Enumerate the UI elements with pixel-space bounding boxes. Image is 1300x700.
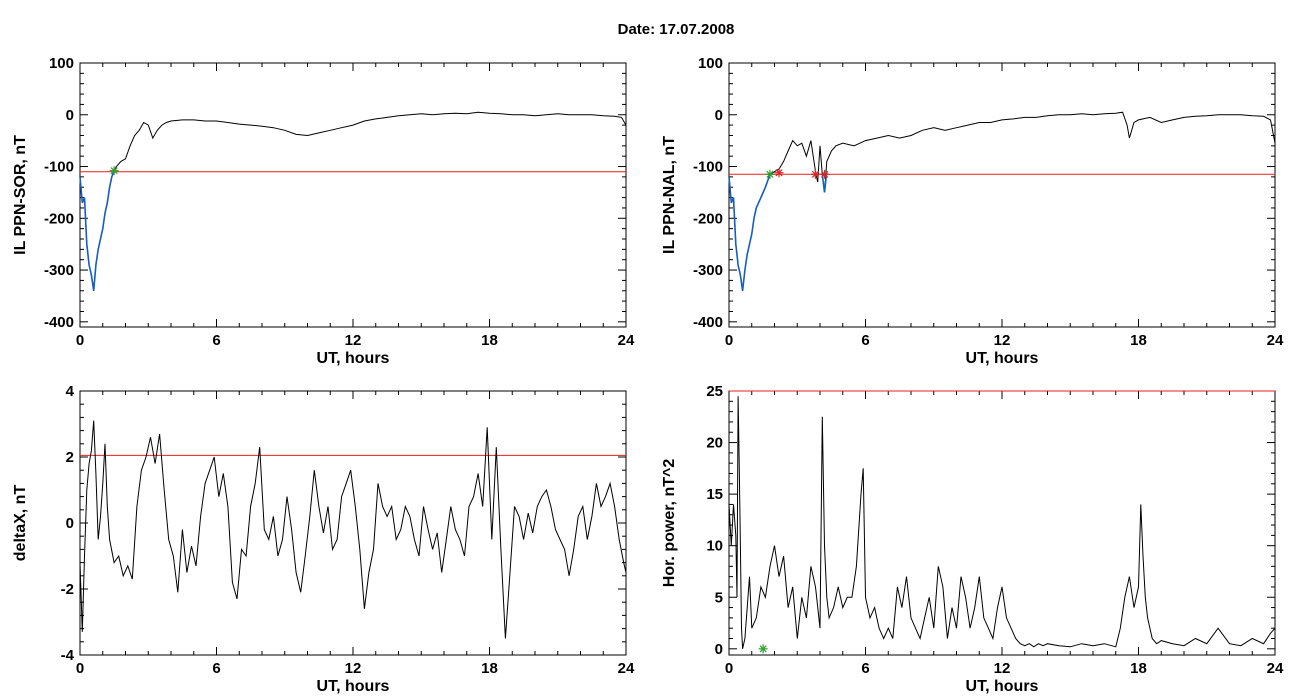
x-tick-label: 24 [1267,332,1284,349]
event-marker-stroke [766,170,774,178]
x-tick-label: 18 [1130,332,1147,349]
y-axis-label: deltaX, nT [12,485,29,562]
event-marker [820,169,830,179]
date-title: Date: 17.07.2008 [618,21,735,38]
plot-frame [79,390,627,656]
y-tick-label: -100 [693,159,723,176]
chart-panel-bottom-right: 0 6 12 18 24 25 20 15 10 5 0 UT, hours Hor. power, n… [661,383,1284,695]
event-marker-stroke [759,645,767,653]
y-tick-label: 25 [706,383,723,400]
y-tick-label: 100 [698,55,723,72]
chart-panel-top-left: 0 6 12 18 24 100 0 -100 -200 -300 -400 UT, hours IL … [12,55,635,367]
y-tick-label: 0 [66,107,74,124]
y-tick-label: -400 [44,314,74,331]
y-tick-label: 5 [715,589,723,606]
x-tick-label: 0 [76,332,84,349]
y-tick-label: 2 [66,449,74,466]
x-tick-label: 12 [345,660,362,677]
x-tick-label: 18 [481,660,498,677]
event-marker-stroke [110,167,118,175]
x-tick-label: 18 [1130,660,1147,677]
event-marker [765,169,775,179]
y-tick-label: -100 [44,159,74,176]
x-tick-label: 12 [994,332,1011,349]
y-tick-label: 0 [715,641,723,658]
y-tick-label: -300 [44,262,74,279]
y-tick-label: 10 [706,538,723,555]
y-axis-label: IL PPN-NAL, nT [661,136,678,254]
event-marker [758,644,768,654]
y-tick-label: -300 [693,262,723,279]
plot-frame [728,390,1276,656]
x-tick-label: 24 [618,332,635,349]
series-line-1 [79,170,115,291]
x-tick-label: 6 [861,332,869,349]
x-axis-label: UT, hours [317,350,390,367]
x-axis-label: UT, hours [966,678,1039,695]
series-line-1 [728,174,771,291]
event-marker-stroke [811,170,820,178]
chart-panel-bottom-left: 0 6 12 18 24 4 2 0 -2 -4 UT, hours deltaX, nT [12,383,635,695]
y-tick-label: -2 [61,581,74,598]
y-tick-label: -200 [693,210,723,227]
y-tick-label: -200 [44,210,74,227]
series-line-2 [821,171,828,193]
chart-panel-top-right: 0 6 12 18 24 100 0 -100 -200 -300 -400 UT, hours IL … [661,55,1284,367]
y-tick-label: 0 [66,515,74,532]
x-tick-label: 12 [345,332,362,349]
event-marker [109,166,119,176]
x-axis-label: UT, hours [966,350,1039,367]
event-marker-stroke [775,169,783,177]
y-tick-label: 100 [49,55,74,72]
event-marker [774,168,784,178]
x-tick-label: 6 [212,660,220,677]
y-tick-label: -4 [61,647,75,664]
y-tick-label: 0 [715,107,723,124]
x-tick-label: 0 [725,332,733,349]
event-marker [810,169,820,179]
x-tick-label: 18 [481,332,498,349]
x-tick-label: 24 [1267,660,1284,677]
event-marker-stroke [820,170,829,178]
y-axis-label: Hor. power, nT^2 [661,459,678,588]
y-tick-label: 20 [706,435,723,452]
x-tick-label: 12 [994,660,1011,677]
series-line-0 [728,396,1276,649]
plot-frame [728,62,1276,328]
x-tick-label: 6 [861,660,869,677]
series-line-0 [79,111,627,291]
y-tick-label: -400 [693,314,723,331]
y-tick-label: 15 [706,486,723,503]
x-tick-label: 24 [618,660,635,677]
x-tick-label: 6 [212,332,220,349]
y-tick-label: 4 [66,383,75,400]
series-line-0 [728,111,1276,291]
x-axis-label: UT, hours [317,678,390,695]
x-tick-label: 0 [76,660,84,677]
plot-frame [79,62,627,328]
series-line-0 [79,420,627,639]
y-axis-label: IL PPN-SOR, nT [12,135,29,255]
x-tick-label: 0 [725,660,733,677]
